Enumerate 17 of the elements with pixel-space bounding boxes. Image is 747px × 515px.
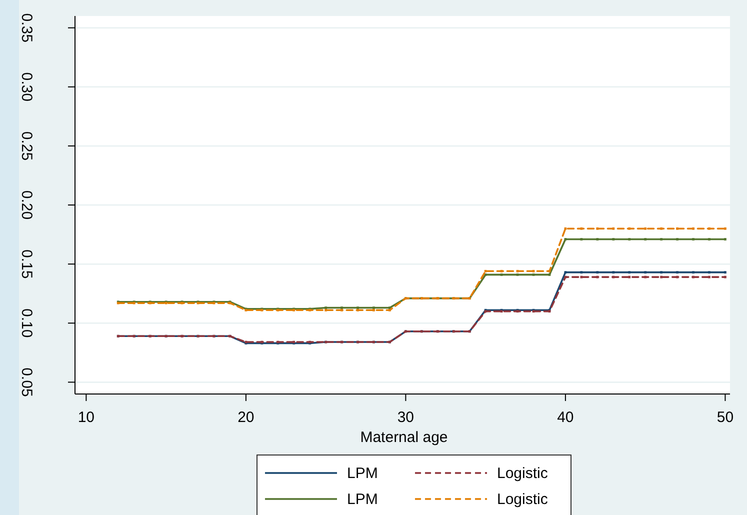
x-tick-label: 50 xyxy=(716,409,734,426)
x-axis-title: Maternal age xyxy=(360,429,448,446)
legend-label: LPM xyxy=(347,491,378,508)
legend-label: Logistic xyxy=(497,465,548,482)
x-tick-label: 40 xyxy=(557,409,574,426)
x-tick-label: 30 xyxy=(397,409,414,426)
y-tick-label: 0.05 xyxy=(18,368,35,397)
y-tick-label: 0.20 xyxy=(18,190,35,220)
x-tick-label: 20 xyxy=(238,409,254,426)
y-tick-label: 0.35 xyxy=(18,13,35,42)
y-tick-label: 0.10 xyxy=(18,308,35,338)
legend-label: Logistic xyxy=(497,491,548,508)
y-tick-label: 0.25 xyxy=(18,131,35,161)
y-tick-label: 0.30 xyxy=(18,72,35,102)
y-tick-label: 0.15 xyxy=(18,249,35,279)
legend-label: LPM xyxy=(347,465,378,482)
x-tick-label: 10 xyxy=(78,409,95,426)
